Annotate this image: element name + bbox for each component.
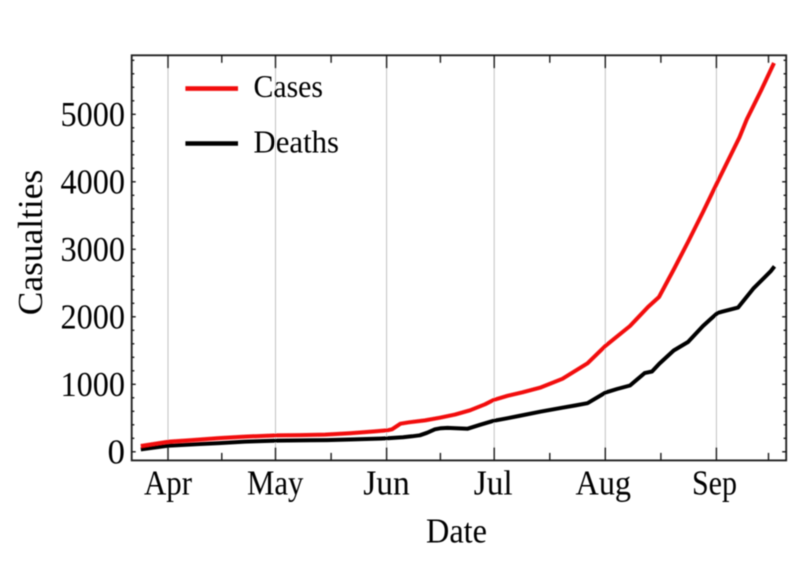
svg-text:Cases: Cases bbox=[254, 68, 324, 104]
svg-text:0: 0 bbox=[108, 433, 126, 472]
svg-text:Sep: Sep bbox=[692, 464, 737, 503]
svg-text:4000: 4000 bbox=[61, 163, 126, 202]
svg-text:May: May bbox=[247, 464, 304, 503]
svg-text:Jul: Jul bbox=[474, 464, 513, 503]
svg-text:Aug: Aug bbox=[576, 464, 632, 503]
svg-text:Deaths: Deaths bbox=[254, 124, 340, 160]
svg-text:1000: 1000 bbox=[61, 365, 126, 404]
svg-text:5000: 5000 bbox=[61, 95, 126, 134]
svg-text:Casualties: Casualties bbox=[11, 170, 50, 316]
svg-text:2000: 2000 bbox=[61, 298, 126, 337]
svg-text:Jun: Jun bbox=[363, 464, 410, 503]
svg-text:3000: 3000 bbox=[61, 230, 126, 269]
svg-text:Apr: Apr bbox=[144, 464, 192, 503]
svg-text:Date: Date bbox=[426, 512, 487, 551]
